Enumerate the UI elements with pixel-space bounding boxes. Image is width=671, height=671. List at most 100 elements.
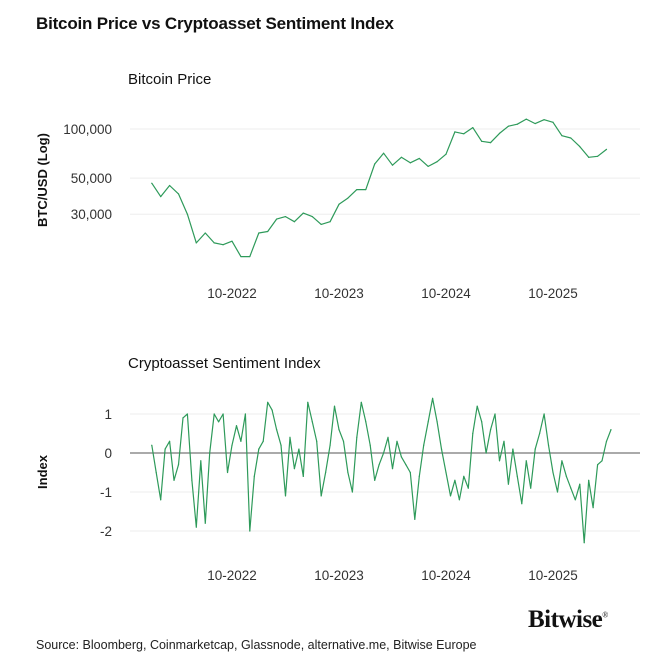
price-point — [329, 221, 331, 223]
sentiment-point — [605, 440, 608, 442]
sentiment-point — [160, 499, 162, 501]
sentiment-point — [423, 444, 425, 446]
sentiment-point — [222, 413, 224, 415]
price-point — [579, 145, 581, 148]
sentiment-point — [231, 444, 233, 446]
sentiment-point — [182, 417, 184, 419]
sentiment-point — [512, 448, 514, 450]
sentiment-point — [409, 471, 411, 474]
sentiment-point — [164, 448, 166, 450]
sentiment-point — [539, 432, 541, 435]
sentiment-point — [316, 440, 318, 442]
sentiment-point — [218, 421, 220, 423]
sentiment-point — [351, 491, 353, 493]
price-point — [534, 122, 536, 125]
price-point — [293, 221, 296, 223]
price-point — [507, 125, 510, 127]
sentiment-point — [449, 495, 452, 497]
sentiment-point — [458, 499, 460, 501]
panel-title: Cryptoasset Sentiment Index — [128, 355, 321, 372]
y-axis-label: BTC/USD (Log) — [35, 133, 50, 227]
sentiment-point — [204, 522, 206, 524]
price-point — [374, 163, 376, 165]
sentiment-point — [271, 409, 273, 411]
sentiment-point — [298, 448, 300, 450]
sentiment-point — [516, 475, 518, 477]
y-tick-label: 30,000 — [71, 207, 112, 222]
sentiment-point — [177, 464, 180, 466]
sentiment-point — [191, 479, 193, 481]
sentiment-point — [494, 413, 496, 415]
sentiment-point — [262, 440, 264, 442]
price-point — [454, 131, 456, 133]
sentiment-point — [543, 413, 545, 415]
sentiment-point — [583, 542, 585, 544]
sentiment-point — [610, 429, 612, 431]
sentiment-point — [418, 475, 420, 477]
sentiment-point — [267, 401, 269, 403]
y-tick-label: 100,000 — [63, 122, 112, 137]
sentiment-point — [213, 413, 215, 415]
sentiment-point — [427, 421, 429, 423]
sentiment-point — [454, 479, 456, 481]
sentiment-point — [596, 464, 599, 466]
price-point — [570, 137, 572, 139]
sentiment-point — [200, 460, 202, 462]
sentiment-point — [289, 436, 291, 438]
x-tick-label: 10-2024 — [421, 286, 471, 301]
sentiment-point — [307, 401, 309, 403]
sentiment-point — [521, 503, 523, 505]
sentiment-point — [356, 436, 358, 438]
price-point — [427, 165, 429, 167]
price-point — [445, 153, 447, 155]
sentiment-point — [226, 471, 229, 474]
sentiment-point — [253, 475, 255, 477]
price-point — [151, 182, 153, 184]
logo-text: Bitwise — [528, 606, 603, 633]
price-point — [552, 121, 554, 123]
sentiment-point — [525, 460, 527, 462]
price-point — [204, 232, 206, 234]
price-point — [489, 142, 492, 144]
y-tick-label: 50,000 — [71, 171, 112, 186]
sentiment-point — [369, 444, 371, 446]
sentiment-point — [374, 479, 376, 481]
sentiment-point — [333, 405, 336, 407]
sentiment-point — [275, 429, 278, 431]
sentiment-point — [481, 421, 483, 423]
price-point — [605, 148, 608, 150]
sentiment-point — [235, 425, 238, 427]
sentiment-point — [547, 444, 550, 446]
price-point — [365, 188, 367, 191]
sentiment-point — [173, 479, 175, 481]
sentiment-point — [195, 526, 197, 528]
x-tick-label: 10-2024 — [421, 568, 471, 583]
sentiment-point — [209, 452, 211, 454]
sentiment-point — [556, 491, 559, 493]
sentiment-point — [338, 429, 340, 431]
price-point — [516, 123, 518, 125]
price-point — [231, 240, 233, 242]
price-point — [302, 212, 304, 214]
price-point — [347, 197, 349, 199]
y-axis-label: Index — [35, 454, 50, 489]
sentiment-point — [391, 468, 394, 470]
sentiment-point — [485, 452, 487, 454]
sentiment-point — [325, 471, 327, 474]
y-tick-label: 1 — [104, 407, 112, 422]
price-point — [240, 255, 242, 258]
sentiment-point — [498, 460, 501, 462]
sentiment-point — [378, 464, 380, 466]
sentiment-point — [151, 444, 153, 446]
x-tick-label: 10-2025 — [528, 568, 578, 583]
price-point — [543, 119, 545, 121]
sentiment-point — [311, 421, 313, 423]
price-point — [284, 216, 287, 218]
sentiment-point — [329, 444, 331, 446]
sentiment-point — [405, 464, 407, 466]
sentiment-point — [579, 483, 581, 485]
sentiment-point — [489, 429, 492, 431]
sentiment-point — [440, 448, 443, 450]
sentiment-point — [570, 487, 572, 489]
